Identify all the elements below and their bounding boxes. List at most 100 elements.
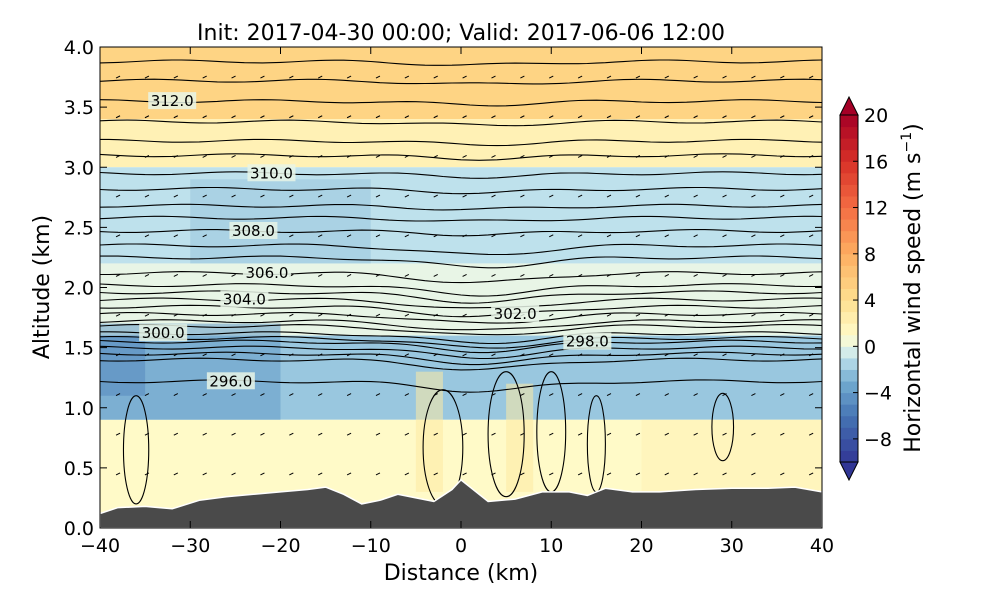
wind-vector [751, 234, 756, 238]
wind-vector [173, 274, 179, 277]
wind-vector [520, 75, 525, 79]
contour-label-bg [247, 164, 296, 182]
wind-vector [780, 115, 785, 119]
contour-line-labeled [100, 339, 822, 354]
colorbar-label-superscript: −1 [899, 132, 915, 153]
contour-label-bg [229, 221, 278, 239]
contour-line [100, 243, 822, 256]
wind-vector [664, 472, 669, 476]
terrain [100, 478, 822, 528]
wind-vector [722, 194, 727, 198]
wind-vector [289, 472, 294, 476]
colorbar-tick-label: 4 [864, 290, 876, 312]
wind-vector [549, 432, 554, 436]
wind-vector [635, 393, 641, 396]
wind-vector [260, 115, 265, 119]
wind-vector [173, 432, 179, 436]
wind-vector [549, 194, 554, 198]
wind-vector [289, 393, 294, 396]
contour-label: 298.0 [566, 333, 609, 351]
wind-vector [317, 472, 323, 476]
wind-vector [491, 194, 496, 198]
colorbar-segment [840, 276, 858, 289]
y-axis-label: Altitude (km) [30, 215, 55, 359]
contour-label-bg [220, 290, 269, 308]
wind-vector [722, 393, 727, 396]
contour-line-labeled [100, 228, 822, 237]
colorbar-segment [840, 300, 858, 313]
contour-line [100, 345, 822, 360]
wind-vector [202, 353, 207, 357]
wind-vector [635, 432, 641, 436]
wind-vector [693, 194, 698, 198]
wind-vector [722, 234, 727, 238]
contour-label: 306.0 [245, 264, 288, 282]
wind-vector [375, 194, 381, 198]
wind-vector [606, 393, 612, 396]
wind-vector [520, 194, 525, 198]
wind-vector [375, 432, 381, 436]
contour-label-bg [139, 324, 188, 342]
wind-vector [346, 274, 352, 277]
contour-line-labeled [100, 297, 822, 309]
wind-vector [722, 115, 727, 119]
colorbar-segment [840, 311, 858, 324]
colorbar-segment [840, 149, 858, 162]
wind-vector [375, 313, 381, 317]
wind-vector [144, 115, 150, 119]
potential-temperature-contours [100, 59, 822, 506]
y-tick-label: 1.5 [64, 338, 94, 360]
colorbar-segment [840, 346, 858, 359]
wind-vector [404, 194, 410, 198]
contour-label-bg [563, 332, 612, 350]
wind-vector [115, 432, 121, 436]
wind-vector [462, 393, 467, 396]
colorbar-segment [840, 288, 858, 301]
colorbar-segment [840, 230, 858, 243]
wind-vector [115, 234, 121, 238]
contour-line [100, 138, 822, 147]
wind-vector [404, 75, 410, 79]
wind-vector [808, 194, 814, 198]
y-tick-label: 0.0 [64, 518, 94, 540]
contour-label: 302.0 [494, 305, 537, 323]
wind-vector [346, 393, 352, 396]
colorbar-segment [840, 415, 858, 428]
x-tick-label: 0 [455, 535, 467, 557]
wind-vector [664, 115, 669, 119]
wind-vector [317, 432, 323, 436]
wind-vector [780, 472, 785, 476]
colorbar-segment [840, 172, 858, 185]
colorbar-segment [840, 207, 858, 220]
wind-vector [693, 154, 698, 158]
wind-vector [202, 115, 207, 119]
wind-vector [346, 432, 352, 436]
wind-vector [404, 274, 410, 277]
wind-vector [144, 75, 150, 79]
wind-vector [202, 194, 207, 198]
wind-vector [202, 75, 207, 79]
colorbar-segment [840, 392, 858, 405]
contour-line [100, 319, 822, 331]
x-tick-label: −10 [351, 535, 391, 557]
wind-vector [231, 472, 236, 476]
wind-vector [664, 234, 669, 238]
wind-vector [635, 194, 641, 198]
contour-line [100, 351, 822, 366]
wind-vector [115, 115, 121, 119]
wind-vector [375, 393, 381, 396]
wind-vector [491, 274, 496, 277]
wind-vector [808, 115, 814, 119]
wind-vector [722, 353, 727, 357]
contour-line [100, 119, 822, 127]
wind-vector [346, 234, 352, 238]
x-tick-label: 10 [539, 535, 563, 557]
wind-speed-field [100, 47, 822, 528]
contour-label-bg [148, 92, 197, 110]
wind-vector [635, 115, 641, 119]
contour-line-labeled [100, 171, 822, 179]
wind-vector [289, 115, 294, 119]
wind-vector [577, 194, 583, 198]
contour-label: 308.0 [232, 222, 275, 240]
